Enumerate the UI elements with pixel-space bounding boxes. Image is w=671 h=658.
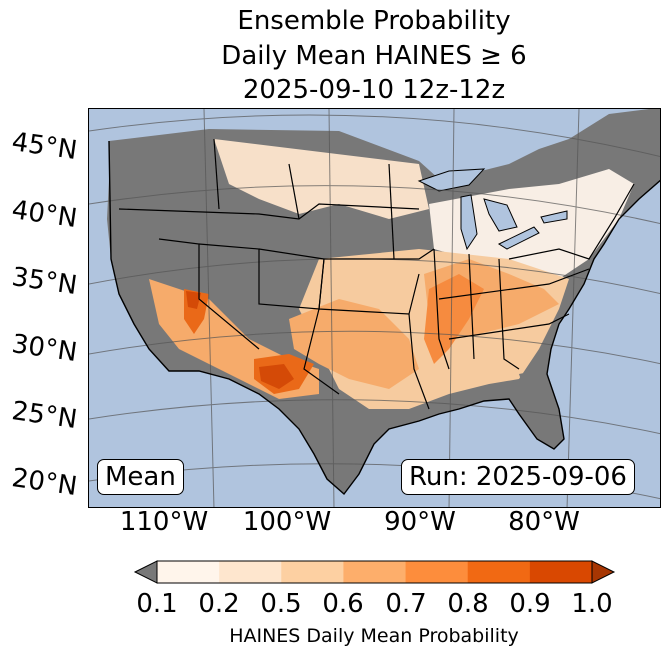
- latitude-label-35: 35°N: [9, 262, 79, 301]
- lake-erie: [497, 226, 540, 250]
- latitude-label-40: 40°N: [9, 195, 79, 234]
- colorbar-segment: [157, 561, 220, 583]
- shade-florida: [519, 369, 559, 444]
- lake-huron: [483, 198, 518, 232]
- latitude-label-25: 25°N: [9, 396, 79, 435]
- shade-texas-plains: [289, 299, 419, 389]
- shade-great-lakes-east: [429, 169, 634, 279]
- shade-northern-plains: [214, 139, 429, 219]
- colorbar-segment: [529, 561, 593, 583]
- longitude-label-100w: 100°W: [242, 507, 332, 537]
- colorbar-tick-0-1: 0.1: [136, 589, 178, 619]
- colorbar-tick-0-8: 0.8: [447, 589, 489, 619]
- map-canvas: [89, 109, 660, 507]
- colorbar-tick-0-5: 0.5: [260, 589, 302, 619]
- colorbar-tick-0-6: 0.6: [322, 589, 364, 619]
- shade-big-bend-core: [259, 364, 294, 389]
- title-line-3: 2025-09-10 12z-12z: [242, 75, 506, 105]
- colorbar-tick-0-9: 0.9: [509, 589, 551, 619]
- colorbar-segments: [157, 561, 593, 583]
- colorbar-under-arrow: [133, 560, 158, 584]
- colorbar-label: HAINES Daily Mean Probability: [229, 625, 519, 647]
- colorbar-segment: [219, 561, 282, 583]
- latitude-label-45: 45°N: [9, 127, 79, 166]
- colorbar-tick-0-2: 0.2: [198, 589, 240, 619]
- longitude-label-110w: 110°W: [119, 507, 209, 537]
- latitude-label-20: 20°N: [9, 463, 79, 502]
- great-lakes: [417, 168, 568, 251]
- map-panel: [88, 108, 661, 508]
- title-line-1: Ensemble Probability: [237, 6, 511, 36]
- colorbar-segment: [405, 561, 469, 583]
- colorbar-over-arrow: [591, 560, 616, 584]
- shade-mississippi: [424, 274, 484, 364]
- coastline: [108, 140, 660, 496]
- run-date-label: Run: 2025-09-06: [401, 459, 635, 495]
- lake-michigan: [460, 194, 478, 251]
- colorbar-tick-0-7: 0.7: [385, 589, 427, 619]
- longitude-label-80w: 80°W: [508, 507, 580, 537]
- shade-nevada-core: [186, 291, 201, 309]
- probability-shading: [149, 139, 634, 444]
- colorbar-segment: [281, 561, 344, 583]
- latitude-label-30: 30°N: [9, 329, 79, 368]
- colorbar-segment: [343, 561, 407, 583]
- statistic-label: Mean: [97, 459, 184, 495]
- colorbar-frame: [156, 560, 593, 584]
- state-borders: [118, 138, 635, 410]
- colorbar-tick-1-0: 1.0: [571, 589, 613, 619]
- title-line-2: Daily Mean HAINES ≥ 6: [221, 41, 527, 71]
- longitude-label-90w: 90°W: [384, 507, 456, 537]
- colorbar-segment: [467, 561, 531, 583]
- colorbar: [133, 560, 616, 584]
- lake-ontario: [540, 210, 568, 224]
